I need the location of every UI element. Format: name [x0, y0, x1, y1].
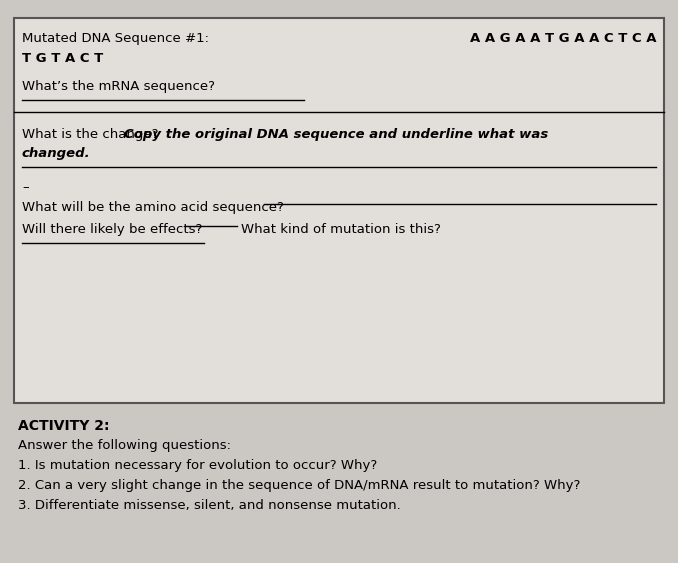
Text: Will there likely be effects?: Will there likely be effects?	[22, 223, 202, 236]
Text: 1. Is mutation necessary for evolution to occur? Why?: 1. Is mutation necessary for evolution t…	[18, 459, 377, 472]
Text: ACTIVITY 2:: ACTIVITY 2:	[18, 419, 110, 433]
Text: –: –	[22, 181, 28, 194]
Text: Answer the following questions:: Answer the following questions:	[18, 439, 231, 452]
Text: 2. Can a very slight change in the sequence of DNA/mRNA result to mutation? Why?: 2. Can a very slight change in the seque…	[18, 479, 580, 492]
Text: What kind of mutation is this?: What kind of mutation is this?	[241, 223, 441, 236]
Text: changed.: changed.	[22, 147, 91, 160]
Text: Mutated DNA Sequence #1:: Mutated DNA Sequence #1:	[22, 32, 209, 45]
Text: A A G A A T G A A C T C A: A A G A A T G A A C T C A	[469, 32, 656, 45]
Bar	[14, 18, 664, 403]
Text: What is the change?: What is the change?	[22, 128, 163, 141]
Text: What will be the amino acid sequence?: What will be the amino acid sequence?	[22, 201, 284, 214]
Text: What’s the mRNA sequence?: What’s the mRNA sequence?	[22, 80, 215, 93]
Text: T G T A C T: T G T A C T	[22, 52, 103, 65]
Text: Copy the original DNA sequence and underline what was: Copy the original DNA sequence and under…	[124, 128, 549, 141]
Text: 3. Differentiate missense, silent, and nonsense mutation.: 3. Differentiate missense, silent, and n…	[18, 499, 401, 512]
